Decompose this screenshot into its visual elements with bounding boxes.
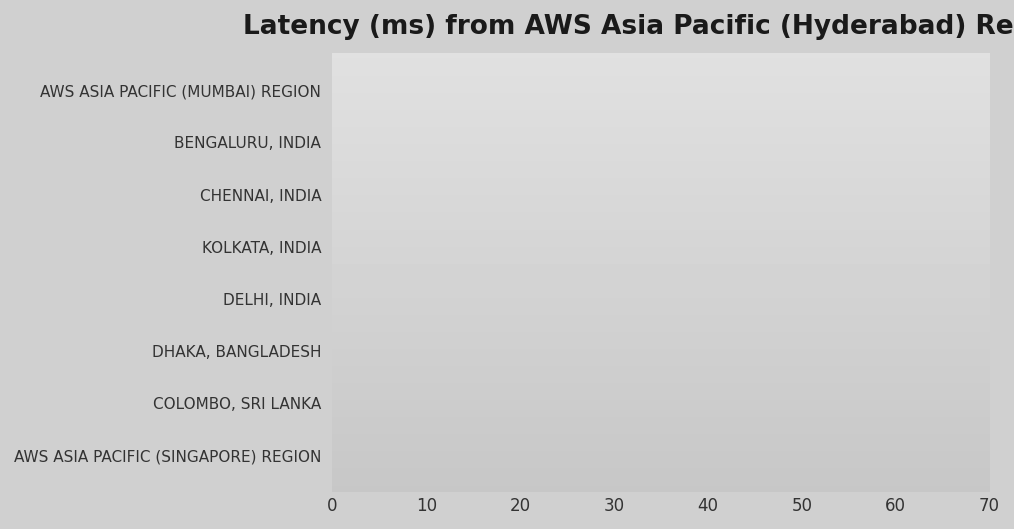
Text: 60: 60 — [861, 342, 886, 360]
Text: 26: 26 — [542, 290, 567, 308]
Title: Latency (ms) from AWS Asia Pacific (Hyderabad) Region: Latency (ms) from AWS Asia Pacific (Hyde… — [243, 14, 1014, 40]
Bar — [333, 439, 736, 472]
Bar — [333, 282, 577, 316]
Bar — [333, 125, 445, 159]
Bar — [333, 334, 895, 368]
Text: 43: 43 — [702, 446, 727, 464]
Text: 12: 12 — [411, 133, 436, 151]
Text: 47: 47 — [739, 238, 765, 256]
Text: 23: 23 — [514, 81, 538, 99]
Bar — [333, 74, 549, 107]
Bar — [333, 178, 436, 212]
Bar — [333, 230, 774, 263]
Text: 65: 65 — [909, 394, 933, 412]
Text: 11: 11 — [402, 186, 426, 204]
Bar — [333, 386, 943, 420]
